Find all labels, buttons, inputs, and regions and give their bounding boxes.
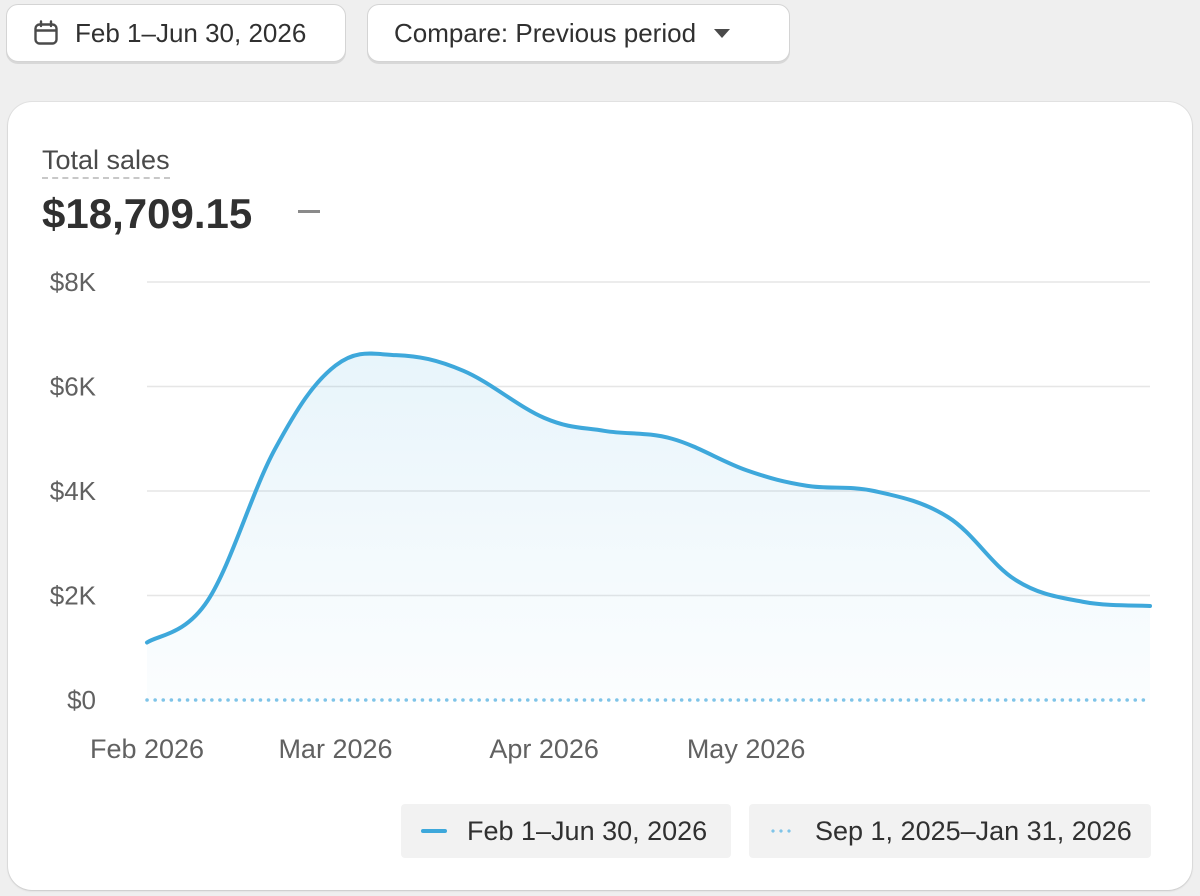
current-series-line — [145, 351, 1152, 645]
x-tick-label: Feb 2026 — [90, 734, 204, 764]
total-sales-card: Total sales $18,709.15 $0 $2K $4K $6K $8K Fe… — [8, 102, 1192, 890]
legend-current-period[interactable]: Feb 1–Jun 30, 2026 — [401, 804, 731, 858]
compare-label: Compare: Previous period — [394, 17, 697, 48]
y-tick-label: $2K — [50, 581, 97, 611]
y-tick-label: $4K — [50, 476, 97, 506]
caret-down-icon — [714, 28, 731, 38]
y-tick-label: $6K — [50, 372, 97, 402]
compare-period-dropdown[interactable]: Compare: Previous period — [367, 4, 790, 62]
y-tick-label: $0 — [67, 685, 96, 715]
calendar-icon — [33, 20, 59, 46]
legend-previous-label: Sep 1, 2025–Jan 31, 2026 — [815, 815, 1132, 846]
x-tick-label: May 2026 — [687, 734, 806, 764]
sales-line-chart: $0 $2K $4K $6K $8K Feb 2026 Mar 2026 Apr 2026 M… — [50, 267, 1152, 764]
current-series-area — [147, 353, 1150, 700]
legend-dotted-swatch — [769, 829, 795, 833]
metric-value: $18,709.15 — [42, 190, 253, 237]
metric-title[interactable]: Total sales — [42, 144, 170, 179]
x-tick-label: Apr 2026 — [489, 734, 599, 764]
x-tick-label: Mar 2026 — [278, 734, 392, 764]
date-range-button[interactable]: Feb 1–Jun 30, 2026 — [6, 4, 346, 62]
legend-solid-swatch — [421, 829, 447, 833]
legend-current-label: Feb 1–Jun 30, 2026 — [467, 815, 708, 846]
trend-indicator — [298, 210, 320, 213]
date-range-label: Feb 1–Jun 30, 2026 — [75, 17, 307, 48]
legend-previous-period[interactable]: Sep 1, 2025–Jan 31, 2026 — [749, 804, 1151, 858]
y-tick-label: $8K — [50, 267, 97, 297]
